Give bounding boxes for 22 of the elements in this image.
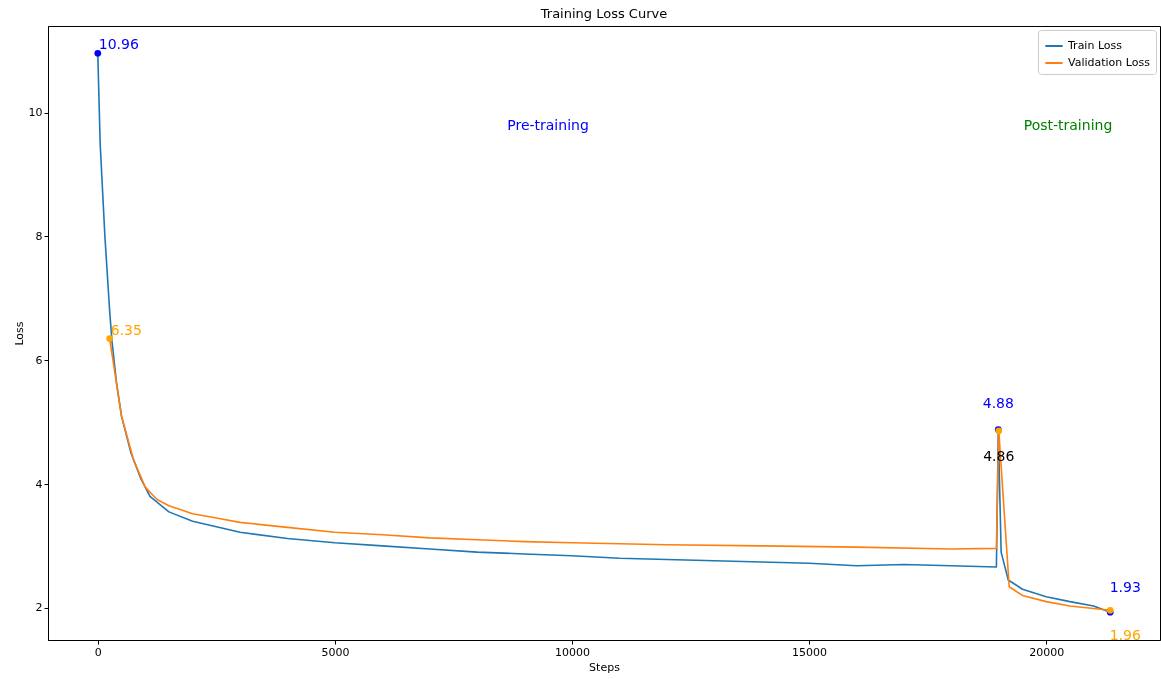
legend-label: Train Loss bbox=[1067, 39, 1123, 52]
annotation: 1.96 bbox=[1109, 627, 1141, 644]
y-tick-label: 2 bbox=[35, 601, 43, 615]
y-tick-label: 4 bbox=[35, 477, 43, 491]
x-tick-label: 0 bbox=[94, 645, 102, 659]
annotation: 1.93 bbox=[1109, 579, 1141, 596]
annotation: Post-training bbox=[1023, 117, 1113, 133]
x-tick-label: 15000 bbox=[792, 645, 828, 659]
x-tick-label: 20000 bbox=[1029, 645, 1065, 659]
point bbox=[106, 335, 113, 342]
legend-label: Validation Loss bbox=[1068, 56, 1151, 69]
annotation: 4.88 bbox=[982, 394, 1014, 411]
y-axis-title: Loss bbox=[12, 321, 26, 346]
annotation: 10.96 bbox=[98, 36, 139, 53]
x-tick-label: 5000 bbox=[321, 645, 350, 659]
y-tick-label: 8 bbox=[35, 229, 43, 243]
y-tick-label: 6 bbox=[35, 353, 43, 367]
chart-title: Training Loss Curve bbox=[539, 6, 668, 21]
x-tick-label: 10000 bbox=[554, 645, 590, 659]
y-tick-label: 10 bbox=[28, 106, 43, 120]
x-axis-title: Steps bbox=[589, 660, 621, 674]
annotation: Pre-training bbox=[507, 117, 589, 133]
